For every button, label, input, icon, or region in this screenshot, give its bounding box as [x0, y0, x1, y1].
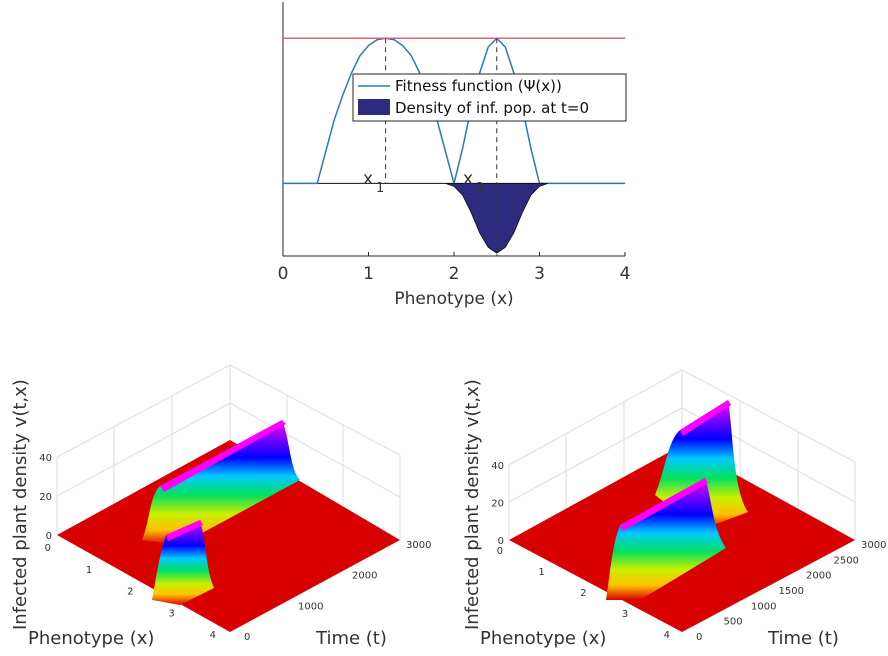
surface-right-ridge-1-top: [680, 400, 731, 436]
axis-tick-yticks: 2000: [352, 571, 377, 582]
annotation-x2: x 2: [463, 169, 484, 196]
surface-right-box: [508, 369, 856, 540]
x-tick-label: 4: [620, 264, 631, 284]
surface-plot-left: 0 20 40 0 1 2 3 4 0 1000 2000 3000 Infected plant…: [10, 364, 431, 649]
axis-tick-yticks: 0: [244, 632, 250, 643]
axis-tick-zticks: 0: [498, 536, 504, 547]
plot-top: 0 1 2 3 4 x 1 x 2 Fitness function (Ψ(x)) De…: [278, 2, 631, 309]
x-tick-label: 3: [534, 264, 545, 284]
axis-tick-yticks: 0: [696, 632, 702, 643]
surface-right-zlabel: Infected plant density v(t,x): [462, 379, 483, 630]
x-tick-label: 1: [363, 264, 374, 284]
surface-left-box: [56, 364, 401, 540]
axis-tick-yticks: 1000: [751, 601, 776, 612]
axis-tick-zticks: 40: [491, 461, 504, 472]
axis-tick-xticks: 0: [497, 546, 503, 557]
surface-left-ridge-1-top: [160, 420, 286, 492]
annotation-x1-base: x: [363, 169, 373, 189]
axis-tick-zticks: 20: [491, 499, 504, 510]
top-xlabel: Phenotype (x): [394, 289, 513, 309]
annotation-x1-sub: 1: [376, 181, 384, 196]
axis-tick-yticks: 2000: [806, 571, 831, 582]
surface-left-floor: [57, 440, 400, 632]
axis-tick-yticks: 3000: [861, 540, 886, 551]
x-tick-label: 2: [449, 264, 460, 284]
legend-entry-density: Density of inf. pop. at t=0: [395, 99, 589, 117]
surface-left-ridge-2: [152, 520, 214, 605]
axis-tick-yticks: 2500: [834, 555, 859, 566]
axis-tick-xticks: 1: [86, 565, 92, 576]
surface-right-xlabel: Phenotype (x): [480, 628, 606, 649]
density-area: [445, 183, 549, 254]
axis-tick-xticks: 4: [210, 630, 216, 641]
surface-left-xlabel: Phenotype (x): [28, 628, 154, 649]
surface-right-ridge-2: [606, 478, 726, 600]
legend-box: [352, 73, 627, 122]
axis-tick-yticks: 3000: [406, 540, 431, 551]
axis-tick-zticks: 20: [39, 492, 52, 503]
x-tick-label: 0: [278, 264, 289, 284]
axis-tick-xticks: 2: [127, 587, 133, 598]
surface-left-ylabel: Time (t): [315, 628, 387, 649]
axis-tick-xticks: 3: [168, 608, 174, 619]
axis-tick-zticks: 40: [39, 453, 52, 464]
axis-tick-xticks: 3: [622, 609, 628, 620]
axis-tick-xticks: 0: [45, 543, 51, 554]
axis-tick-yticks: 1000: [298, 601, 323, 612]
annotation-x1: x 1: [363, 169, 384, 196]
legend-entry-fitness: Fitness function (Ψ(x)): [395, 77, 562, 95]
annotation-x2-base: x: [463, 169, 473, 189]
axis-tick-zticks: 0: [46, 531, 52, 542]
surface-right-ylabel: Time (t): [767, 628, 839, 649]
surface-right-ridge-2-top: [620, 478, 708, 531]
axis-tick-xticks: 2: [580, 588, 586, 599]
surface-left-ridge-1: [142, 420, 300, 545]
annotation-x2-sub: 2: [476, 181, 484, 196]
axis-tick-xticks: 4: [664, 630, 670, 641]
axis-tick-yticks: 1500: [779, 586, 804, 597]
axis-tick-yticks: 500: [724, 617, 743, 628]
legend-swatch-density: [358, 99, 390, 115]
legend: Fitness function (Ψ(x)) Density of inf. …: [352, 73, 627, 122]
surface-left-zlabel: Infected plant density v(t,x): [10, 379, 31, 630]
surface-left-ridge-2-top: [166, 520, 203, 541]
axis-tick-xticks: 1: [538, 567, 544, 578]
